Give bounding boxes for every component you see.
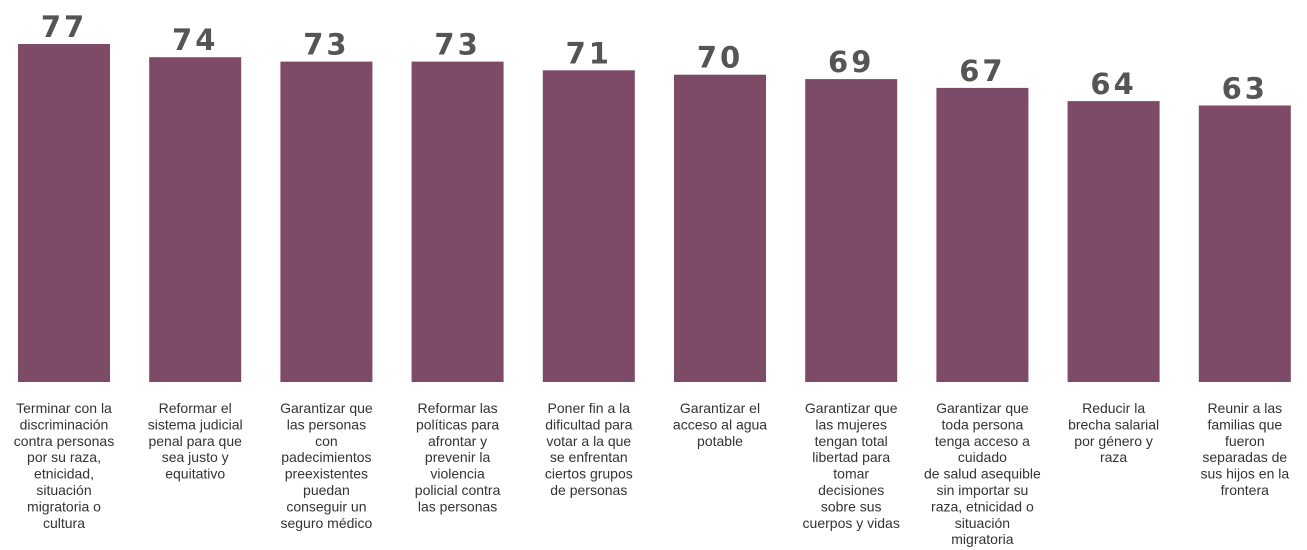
category-label-line: Garantizar que [280, 400, 373, 416]
category-label-line: dificultad para [545, 416, 632, 432]
category-label-line: frontera [1221, 482, 1269, 498]
category-label-line: por género y [1074, 433, 1153, 449]
category-label-line: sin importar su [936, 482, 1028, 498]
category-label-line: preexistentes [285, 466, 368, 482]
category-label-line: tenga acceso a [935, 433, 1030, 449]
category-label-line: afrontar y [428, 433, 487, 449]
bar-2 [149, 57, 242, 382]
category-label-line: Reunir a las [1207, 400, 1282, 416]
category-label-line: raza, etnicidad o [931, 498, 1034, 514]
bar-value-label: 74 [172, 23, 218, 57]
category-label-line: Garantizar el [680, 400, 760, 416]
category-label-line: ciertos grupos [545, 466, 633, 482]
category-label-line: raza [1100, 449, 1127, 465]
bar-value-label: 71 [566, 36, 612, 70]
bar-value-label: 63 [1222, 72, 1268, 106]
category-label: Reformar el sistema judicial penal para qu… [148, 400, 243, 482]
category-label-line: las personas [287, 416, 366, 432]
category-label-line: cuerpos y vidas [803, 515, 900, 531]
bar-value-label: 73 [303, 28, 349, 62]
bar-value-label: 70 [697, 41, 743, 75]
bar-6 [674, 74, 766, 382]
category-label-line: Reformar el [159, 400, 232, 416]
category-label-line: situación [955, 515, 1010, 531]
category-label-line: migratoria [951, 531, 1013, 547]
category-label-line: tomar [833, 466, 869, 482]
bar-value-label: 64 [1090, 67, 1136, 101]
category-label-line: con [315, 433, 338, 449]
category-label-line: prevenir la [425, 449, 491, 465]
category-label: Garantizar que las mujeres tengan total lib… [803, 400, 900, 531]
category-label-line: contra personas [14, 433, 114, 449]
category-label-line: tengan total [815, 433, 888, 449]
category-label-line: sus hijos en la [1200, 466, 1289, 482]
category-label: Reformar las políticas para afrontar y prev… [415, 400, 501, 514]
category-label-line: etnicidad, [34, 466, 94, 482]
category-label-line: familias que [1207, 416, 1282, 432]
category-label-line: Garantizar que [805, 400, 898, 416]
bar-5 [542, 70, 635, 383]
bar-7 [805, 79, 898, 382]
category-label-line: las personas [418, 498, 497, 514]
category-label-line: fueron [1225, 433, 1265, 449]
category-label: Terminar con la discriminación contra pers… [14, 400, 114, 531]
category-label-line: libertad para [812, 449, 890, 465]
category-label-line: sea justo y [162, 449, 229, 465]
category-label-line: violencia [430, 466, 485, 482]
category-label-line: sobre sus [821, 498, 882, 514]
category-label-line: migratoria o [27, 498, 101, 514]
category-label-line: de salud asequible [924, 466, 1041, 482]
bar-9 [1067, 101, 1160, 382]
category-label: Garantizar que toda persona tenga acceso a… [924, 400, 1041, 547]
bar-10 [1198, 105, 1291, 382]
category-label-line: situación [36, 482, 91, 498]
category-label-line: sistema judicial [148, 416, 243, 432]
category-label-line: Reducir la [1082, 400, 1145, 416]
category-label-line: Terminar con la [16, 400, 112, 416]
category-label-line: brecha salarial [1068, 416, 1159, 432]
category-labels: Terminar con la discriminación contra pers… [14, 400, 1290, 547]
category-label: Garantizar que las personas con padecimient… [280, 400, 373, 531]
category-label-line: votar a la que [546, 433, 631, 449]
category-label-line: se enfrentan [550, 449, 628, 465]
category-label-line: penal para que [148, 433, 242, 449]
category-label-line: acceso al agua [673, 416, 767, 432]
category-label-line: policial contra [415, 482, 501, 498]
category-label-line: de personas [550, 482, 627, 498]
category-label-line: conseguir un [286, 498, 366, 514]
bar-value-label: 77 [41, 10, 87, 44]
category-label: Reducir la brecha salarial por género y raz… [1068, 400, 1159, 465]
category-label-line: puedan [303, 482, 350, 498]
bar-1 [18, 44, 110, 382]
category-label-line: cultura [43, 515, 85, 531]
bar-8 [936, 87, 1029, 383]
category-label-line: padecimientos [281, 449, 371, 465]
category-label-line: Reformar las [418, 400, 498, 416]
category-label: Poner fin a la dificultad para votar a la … [545, 400, 633, 498]
category-label-line: equitativo [165, 466, 225, 482]
bar-3 [280, 61, 373, 382]
bars [18, 44, 1291, 383]
bar-value-label: 67 [959, 54, 1005, 88]
category-label-line: por su raza, [27, 449, 101, 465]
value-labels: 77 74 73 73 71 70 69 67 64 63 [41, 10, 1268, 106]
category-label-line: políticas para [416, 416, 499, 432]
bar-value-label: 73 [434, 28, 480, 62]
category-label-line: seguro médico [280, 515, 372, 531]
category-label-line: discriminación [20, 416, 109, 432]
category-label: Reunir a las familias que fueron separadas … [1200, 400, 1289, 498]
category-label-line: separadas de [1202, 449, 1287, 465]
category-label: Garantizar el acceso al agua potable [673, 400, 767, 449]
category-label-line: Poner fin a la [548, 400, 631, 416]
category-label-line: potable [697, 433, 743, 449]
bar-value-label: 69 [828, 45, 874, 79]
category-label-line: las mujeres [815, 416, 887, 432]
category-label-line: decisiones [818, 482, 884, 498]
category-label-line: cuidado [958, 449, 1007, 465]
bar-4 [411, 61, 504, 382]
category-label-line: Garantizar que [936, 400, 1029, 416]
category-label-line: toda persona [942, 416, 1024, 432]
